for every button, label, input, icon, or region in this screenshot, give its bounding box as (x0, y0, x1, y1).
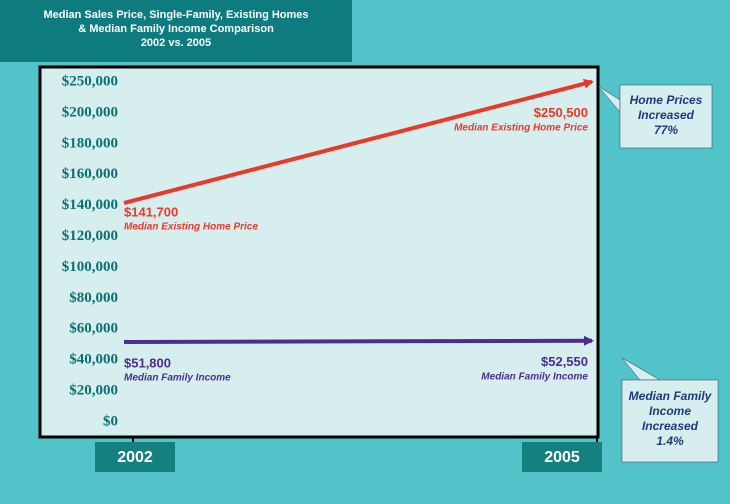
category-box (522, 442, 602, 472)
series-label: Median Family Income (124, 373, 231, 384)
data-line (123, 78, 594, 205)
series-label: Median Existing Home Price (454, 122, 588, 133)
callout-box (621, 379, 719, 463)
series-label: Median Family Income (481, 371, 588, 382)
y-tick-label: $40,000 (69, 352, 118, 368)
annotation: Median Family (629, 389, 713, 403)
chart-title: 2002 vs. 2005 (141, 37, 211, 49)
callout-box (619, 84, 713, 149)
y-tick-label: $100,000 (62, 259, 118, 275)
x-tick-label: 2002 (117, 449, 153, 466)
series-label: Median Existing Home Price (124, 222, 258, 233)
annotation: 77% (654, 123, 678, 137)
annotation: 1.4% (656, 434, 684, 448)
y-tick-label: $120,000 (62, 228, 118, 244)
y-tick-label: $160,000 (62, 166, 118, 182)
category-box (95, 442, 175, 472)
y-tick-label: $20,000 (69, 383, 118, 399)
annotation: Increased (642, 419, 699, 433)
annotation: Income (649, 404, 691, 418)
annotation: Home Prices (630, 93, 703, 107)
y-tick-label: $250,000 (62, 73, 118, 89)
annotation: Increased (638, 108, 695, 122)
data-line (123, 335, 594, 346)
y-tick-label: $80,000 (69, 290, 118, 306)
y-tick-label: $0 (103, 413, 118, 429)
title-box (0, 0, 352, 62)
y-tick-label: $60,000 (69, 321, 118, 337)
chart-title: & Median Family Income Comparison (78, 23, 274, 35)
data-label: $52,550 (541, 354, 588, 369)
chart-title: Median Sales Price, Single-Family, Exist… (43, 9, 308, 21)
data-label: $141,700 (124, 204, 178, 219)
data-label: $250,500 (534, 105, 588, 120)
y-tick-label: $200,000 (62, 104, 118, 120)
plot-box (38, 65, 600, 439)
data-label: $51,800 (124, 355, 171, 370)
y-tick-label: $180,000 (62, 135, 118, 151)
y-tick-label: $140,000 (62, 197, 118, 213)
x-tick-label: 2005 (544, 449, 580, 466)
